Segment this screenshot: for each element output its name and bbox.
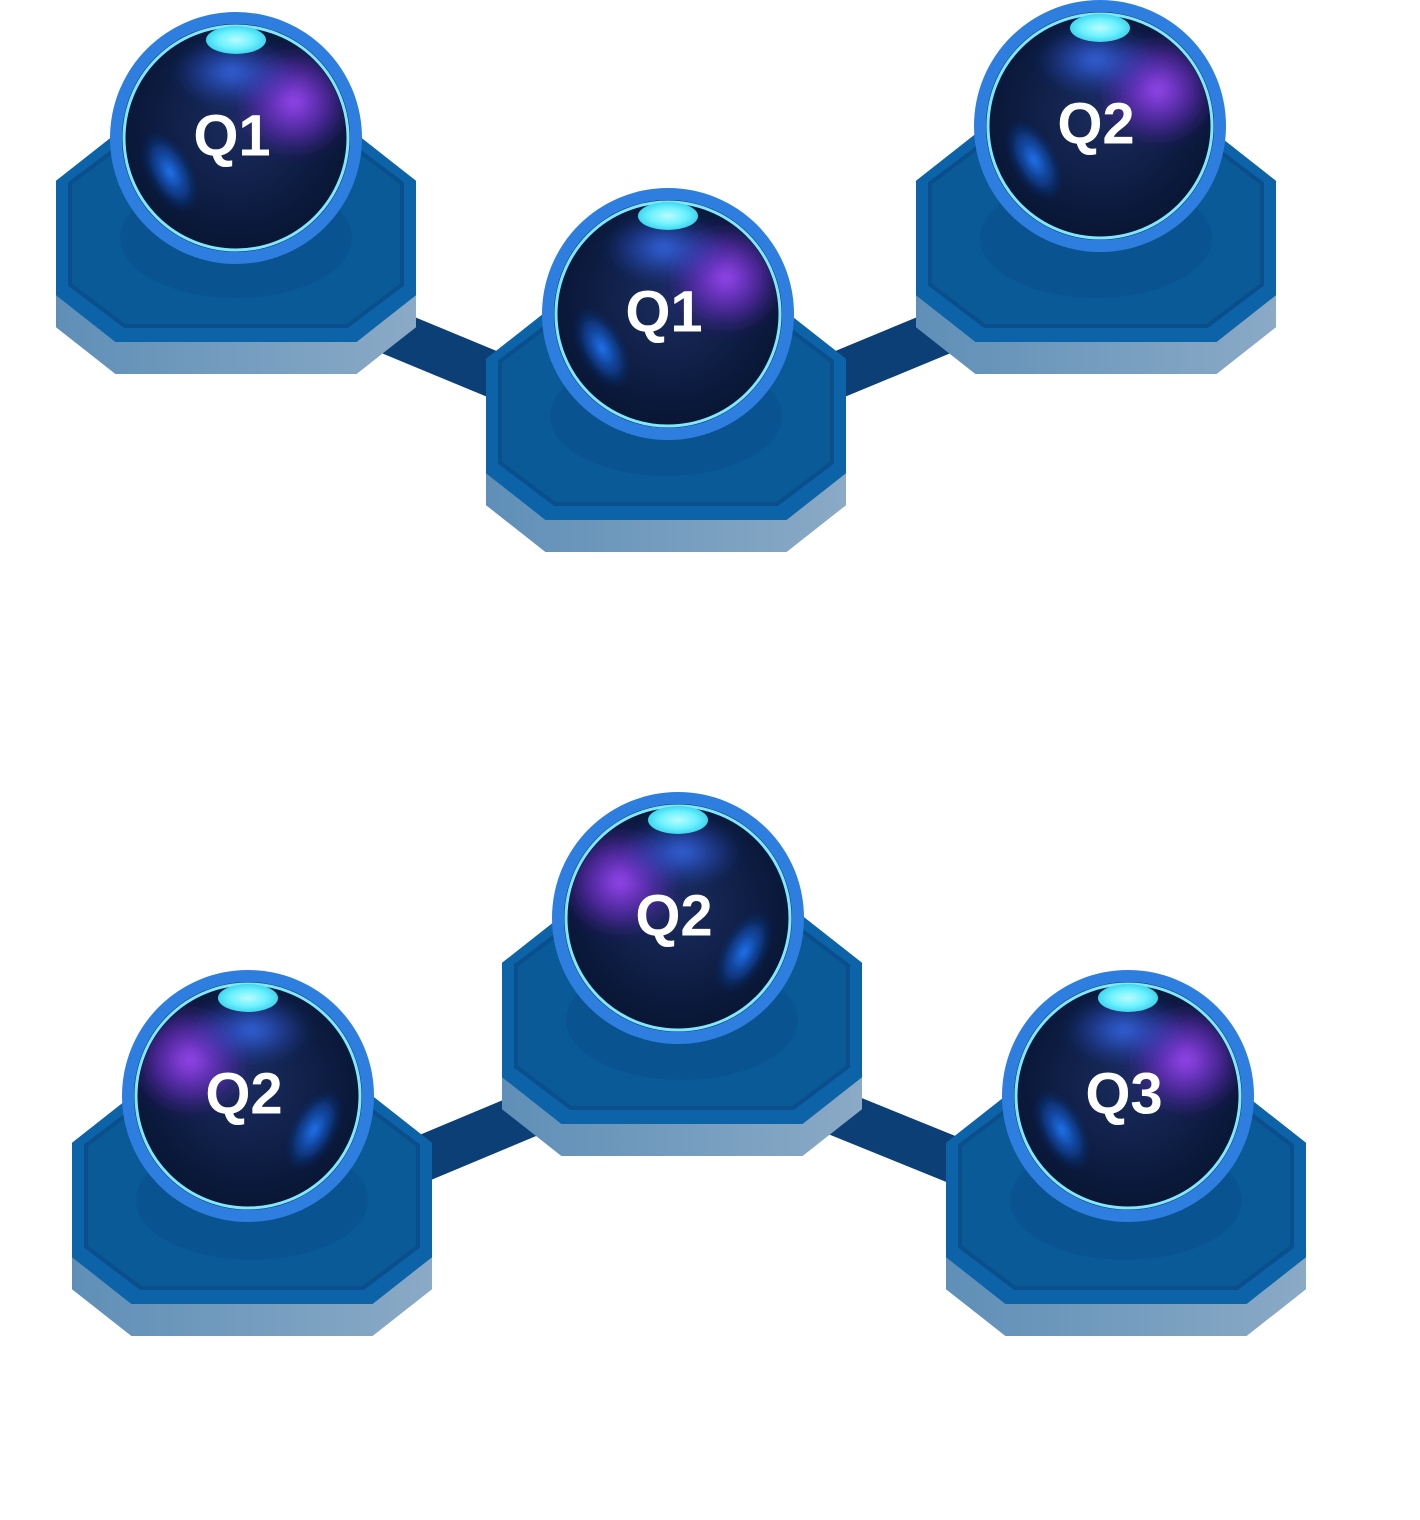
qubit-label: Q2 xyxy=(1057,92,1134,157)
qubit-sphere-bottom-middle: Q2 xyxy=(552,792,804,1044)
qubit-sphere-top-middle: Q1 xyxy=(542,188,794,440)
sphere-highlight xyxy=(638,202,698,230)
sphere-highlight xyxy=(218,984,278,1012)
sphere-highlight xyxy=(1098,984,1158,1012)
qubit-sphere-bottom-left: Q2 xyxy=(122,970,374,1222)
qubit-label: Q2 xyxy=(205,1062,282,1127)
qubit-sphere-top-right: Q2 xyxy=(974,0,1226,252)
sphere-highlight xyxy=(648,806,708,834)
qubit-sphere-bottom-right: Q3 xyxy=(1002,970,1254,1222)
qubit-sphere-top-left: Q1 xyxy=(110,12,362,264)
qubit-label: Q2 xyxy=(635,884,712,949)
sphere-highlight xyxy=(206,26,266,54)
qubit-label: Q1 xyxy=(193,104,270,169)
qubit-label: Q1 xyxy=(625,280,702,345)
sphere-layer: Q1 Q1 Q2 Q2 Q2 Q3 xyxy=(110,0,1254,1222)
qubit-label: Q3 xyxy=(1085,1062,1162,1127)
sphere-highlight xyxy=(1070,14,1130,42)
